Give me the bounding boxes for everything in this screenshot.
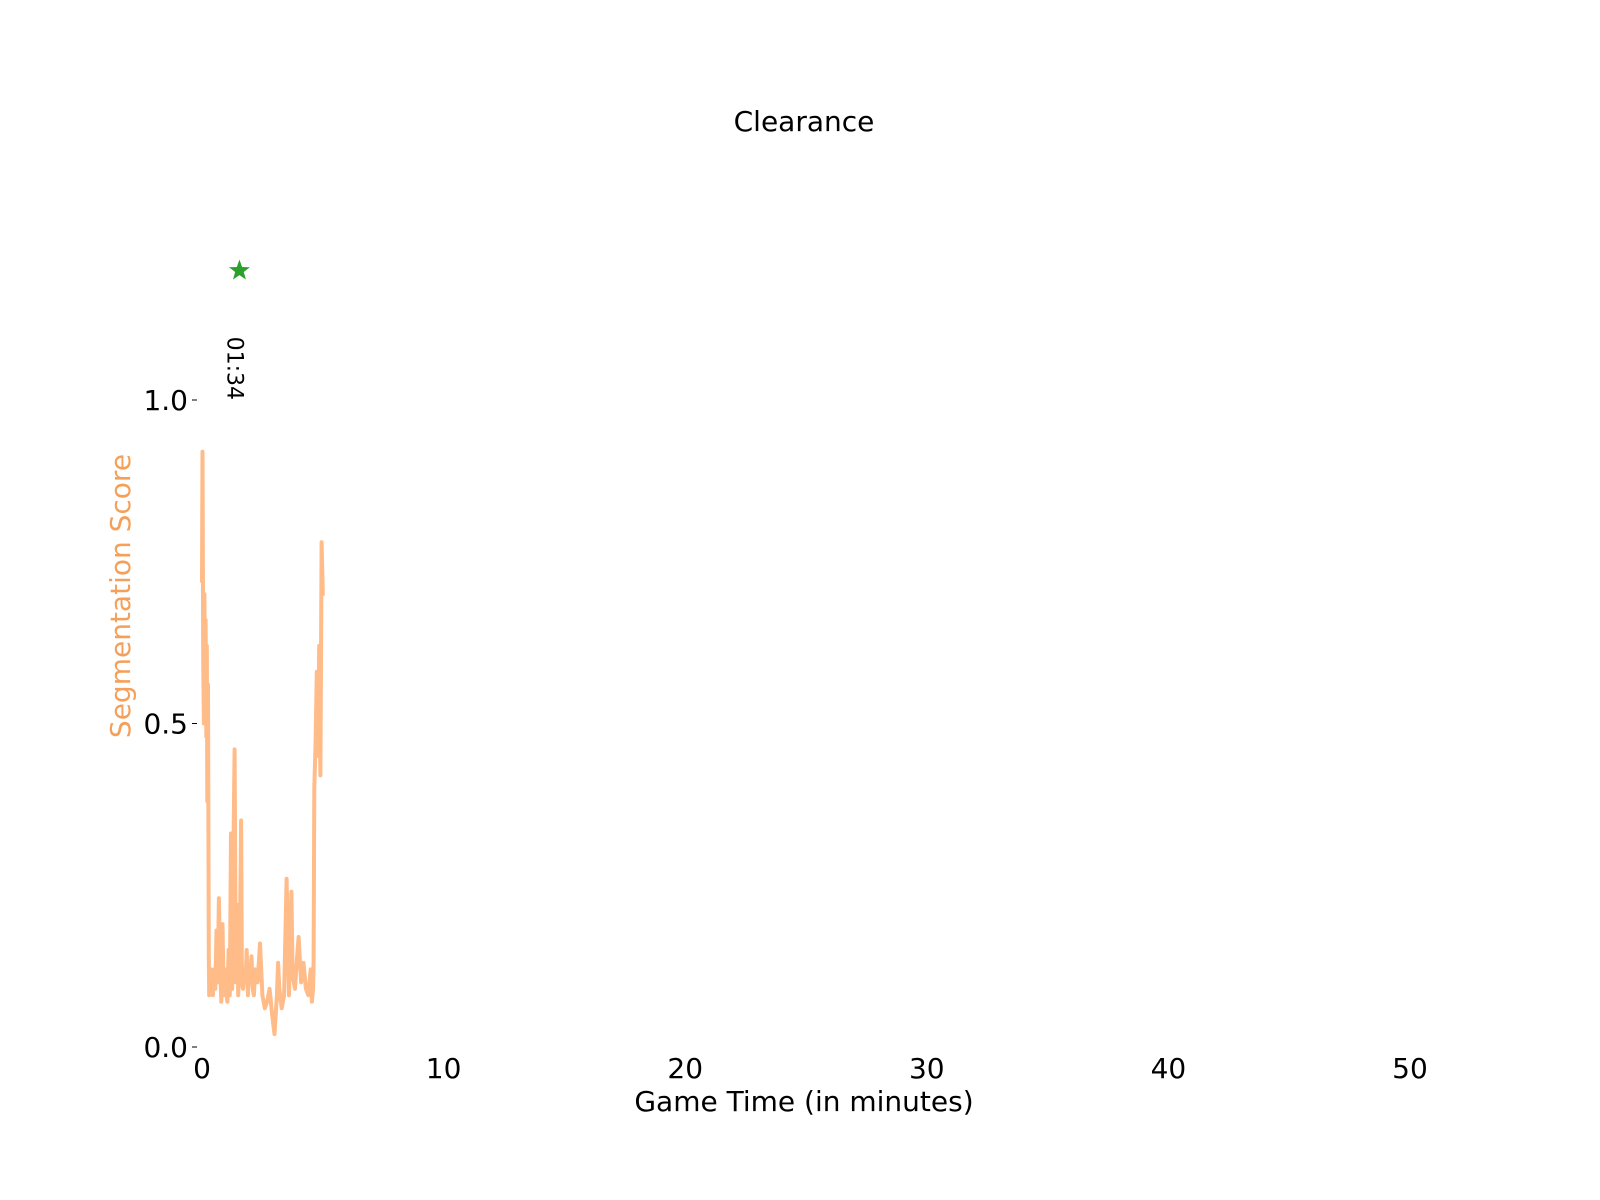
y-axis-ticks: 0.0 0.5 1.0 (143, 384, 197, 1064)
marker-layer: 01:34 (221, 259, 250, 400)
series-line-0 (200, 449, 325, 1037)
x-tick-label: 20 (667, 1052, 703, 1085)
x-tick-label: 40 (1151, 1052, 1187, 1085)
x-tick-label: 0 (193, 1052, 211, 1085)
y-tick-label: 0.5 (143, 708, 188, 741)
x-tick-label: 50 (1392, 1052, 1428, 1085)
x-tick-label: 10 (426, 1052, 462, 1085)
x-tick-label: 30 (909, 1052, 945, 1085)
star-marker (228, 259, 250, 280)
y-axis-label: Segmentation Score (104, 454, 137, 738)
series-layer (200, 449, 325, 1037)
x-axis-label: Game Time (in minutes) (634, 1085, 973, 1118)
marker-time-label: 01:34 (221, 337, 246, 400)
y-tick-label: 1.0 (143, 384, 188, 417)
y-tick-label: 0.0 (143, 1031, 188, 1064)
chart-title: Clearance (734, 105, 875, 138)
x-axis-ticks: 0 10 20 30 40 50 (193, 1052, 1428, 1085)
